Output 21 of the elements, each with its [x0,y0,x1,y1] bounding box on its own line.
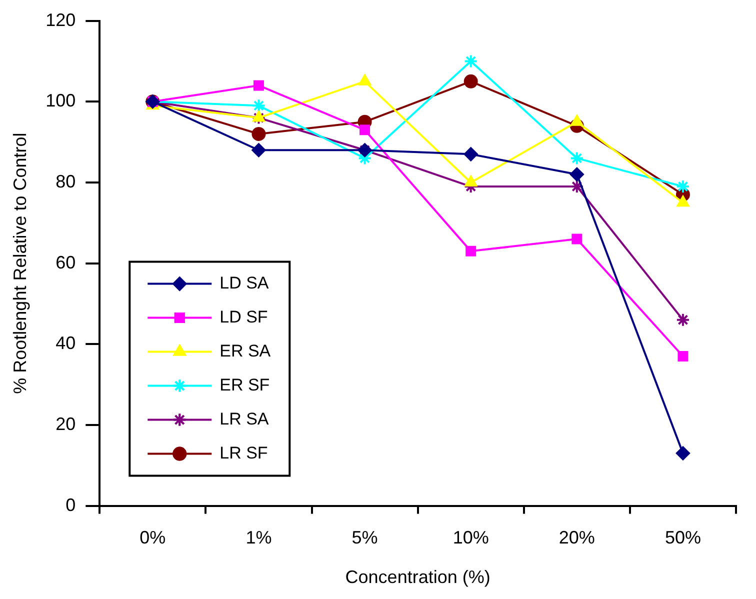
y-tick-label: 120 [46,10,76,30]
y-tick-label: 0 [66,494,76,515]
y-tick-label: 60 [56,252,76,272]
x-axis-title: Concentration (%) [345,567,490,588]
x-tick-label: 1% [246,528,272,548]
legend-label: LD SA [220,273,270,292]
x-tick-label: 10% [452,528,489,548]
y-tick-label: 20 [56,414,76,434]
y-tick-label: 100 [46,90,76,111]
y-axis-title: % Rootlenght Relative to Control [10,132,30,394]
x-tick-label: 5% [352,528,378,548]
legend-label: ER SA [220,341,272,360]
x-tick-label: 50% [664,528,701,548]
y-tick-label: 40 [56,333,76,354]
y-tick-label: 80 [56,171,76,192]
legend-label: LR SF [220,443,268,462]
x-tick-label: 0% [140,528,166,548]
x-tick-label: 20% [558,528,595,548]
legend-label: LD SF [220,307,268,326]
legend-label: ER SF [220,375,270,394]
legend-label: LR SA [220,409,270,428]
